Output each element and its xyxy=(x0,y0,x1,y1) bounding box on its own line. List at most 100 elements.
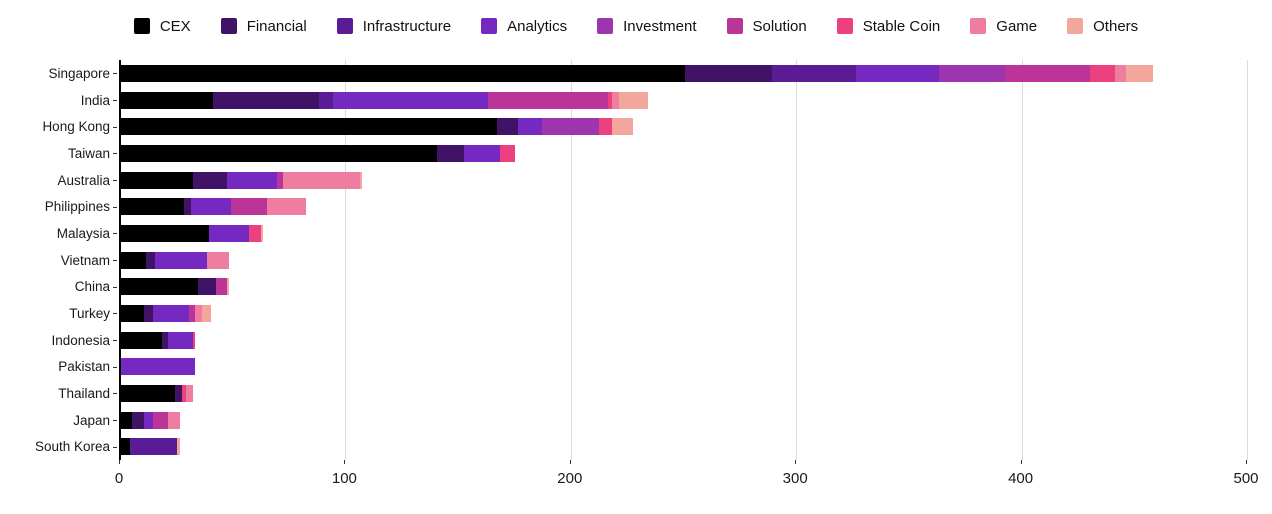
x-tick-mark-300 xyxy=(795,460,797,464)
bar-segment-others-hong-kong xyxy=(612,118,633,136)
bar-segment-game-japan xyxy=(168,411,180,429)
bar-segment-solution-japan xyxy=(152,411,169,429)
y-tick-mark-singapore xyxy=(113,73,117,75)
bar-segment-stable-coin-taiwan xyxy=(499,144,516,162)
bar-segment-analytics-hong-kong xyxy=(517,118,543,136)
bar-segment-cex-china xyxy=(121,278,198,296)
bar-segment-cex-thailand xyxy=(121,384,176,402)
bar-segment-game-philippines xyxy=(267,198,306,216)
legend-label: Financial xyxy=(246,17,307,35)
bar-segment-solution-philippines xyxy=(231,198,268,216)
bar-segment-analytics-taiwan xyxy=(463,144,500,162)
legend-item-others: Others xyxy=(1067,18,1138,34)
bar-row-taiwan xyxy=(121,140,1248,167)
y-tick-mark-japan xyxy=(113,420,117,421)
x-tick-mark-0 xyxy=(119,460,120,464)
bar-segment-game-turkey xyxy=(195,304,203,322)
category-label-india: India xyxy=(80,92,110,108)
bar-segment-analytics-australia xyxy=(226,171,277,189)
bar-segment-financial-india xyxy=(213,91,320,109)
category-label-vietnam: Vietnam xyxy=(60,252,110,268)
legend-label: Game xyxy=(996,17,1038,35)
y-tick-mark-australia xyxy=(113,180,117,181)
bar-turkey xyxy=(121,304,1248,322)
legend-label: Analytics xyxy=(507,17,568,35)
gridline-500 xyxy=(1247,60,1248,460)
y-tick-mark-indonesia xyxy=(113,340,117,341)
bar-segment-others-australia xyxy=(359,171,363,189)
bar-segment-analytics-pakistan xyxy=(121,358,196,376)
bar-segment-stable-coin-hong-kong xyxy=(598,118,613,136)
gridline-100 xyxy=(345,60,347,460)
category-label-indonesia: Indonesia xyxy=(51,332,110,348)
bar-segment-cex-philippines xyxy=(121,198,185,216)
bar-segment-analytics-malaysia xyxy=(208,224,250,242)
bar-south-korea xyxy=(121,438,1248,456)
bar-rows xyxy=(121,60,1248,460)
y-tick-mark-turkey xyxy=(113,313,117,315)
bar-segment-financial-singapore xyxy=(684,64,773,82)
bar-row-china xyxy=(121,273,1248,300)
bar-segment-investment-hong-kong xyxy=(542,118,599,136)
bar-malaysia xyxy=(121,224,1248,242)
x-tick-mark-200 xyxy=(569,460,571,464)
others-swatch-icon xyxy=(1067,18,1084,34)
bar-segment-stable-coin-indonesia xyxy=(193,331,196,349)
category-label-singapore: Singapore xyxy=(48,65,110,81)
legend-label: Others xyxy=(1093,17,1139,35)
bar-segment-cex-taiwan xyxy=(121,144,437,162)
game-swatch-icon xyxy=(970,18,987,34)
bar-segment-solution-turkey xyxy=(188,304,196,322)
bar-japan xyxy=(121,411,1248,429)
y-tick-mark-india xyxy=(113,100,117,101)
y-tick-mark-south-korea xyxy=(113,446,117,448)
x-tick-label-500: 500 xyxy=(1233,470,1259,487)
bar-segment-cex-malaysia xyxy=(121,224,209,242)
legend-item-solution: Solution xyxy=(726,18,807,34)
legend-label: Stable Coin xyxy=(862,17,941,35)
bar-thailand xyxy=(121,384,1248,402)
y-tick-mark-pakistan xyxy=(113,366,117,368)
y-tick-mark-hong-kong xyxy=(113,126,117,128)
bar-segment-financial-indonesia xyxy=(161,331,169,349)
bar-taiwan xyxy=(121,144,1248,162)
bar-segment-infrastructure-singapore xyxy=(772,64,856,82)
bar-segment-financial-australia xyxy=(193,171,227,189)
bar-philippines xyxy=(121,198,1248,216)
bar-vietnam xyxy=(121,251,1248,269)
bar-segment-analytics-turkey xyxy=(152,304,189,322)
bar-hong-kong xyxy=(121,118,1248,136)
bar-row-singapore xyxy=(121,60,1248,87)
category-label-turkey: Turkey xyxy=(69,305,110,321)
bar-segment-game-india xyxy=(612,91,620,109)
bar-segment-cex-singapore xyxy=(121,64,685,82)
y-tick-mark-vietnam xyxy=(113,260,117,261)
category-label-china: China xyxy=(74,279,110,295)
bar-segment-solution-singapore xyxy=(1004,64,1091,82)
bar-segment-infrastructure-south-korea xyxy=(130,438,178,456)
bar-segment-others-china xyxy=(226,278,230,296)
y-axis-labels: Singapore India Hong Kong Taiwan Australia Ph… xyxy=(0,60,110,460)
bar-segment-cex-south-korea xyxy=(121,438,131,456)
bar-segment-solution-australia xyxy=(276,171,284,189)
bar-segment-game-thailand xyxy=(186,384,194,402)
category-label-malaysia: Malaysia xyxy=(56,225,110,241)
bar-segment-stable-coin-singapore xyxy=(1090,64,1115,82)
legend-item-infrastructure: Infrastructure xyxy=(336,17,452,35)
bar-segment-financial-vietnam xyxy=(145,251,155,269)
x-tick-label-100: 100 xyxy=(331,470,357,487)
bar-row-malaysia xyxy=(121,220,1248,247)
bar-australia xyxy=(121,171,1248,189)
bar-row-vietnam xyxy=(121,247,1248,274)
financial-swatch-icon xyxy=(220,18,237,34)
legend-label: Investment xyxy=(623,17,697,35)
bar-segment-others-south-korea xyxy=(177,438,180,456)
legend-label: Infrastructure xyxy=(362,17,452,35)
x-tick-mark-500 xyxy=(1246,460,1247,464)
legend-item-stable-coin: Stable Coin xyxy=(836,17,941,35)
bar-segment-cex-india xyxy=(121,91,214,109)
bar-segment-financial-thailand xyxy=(175,384,182,402)
bar-segment-others-turkey xyxy=(202,304,212,322)
bar-row-turkey xyxy=(121,300,1248,327)
bar-segment-financial-hong-kong xyxy=(497,118,518,136)
